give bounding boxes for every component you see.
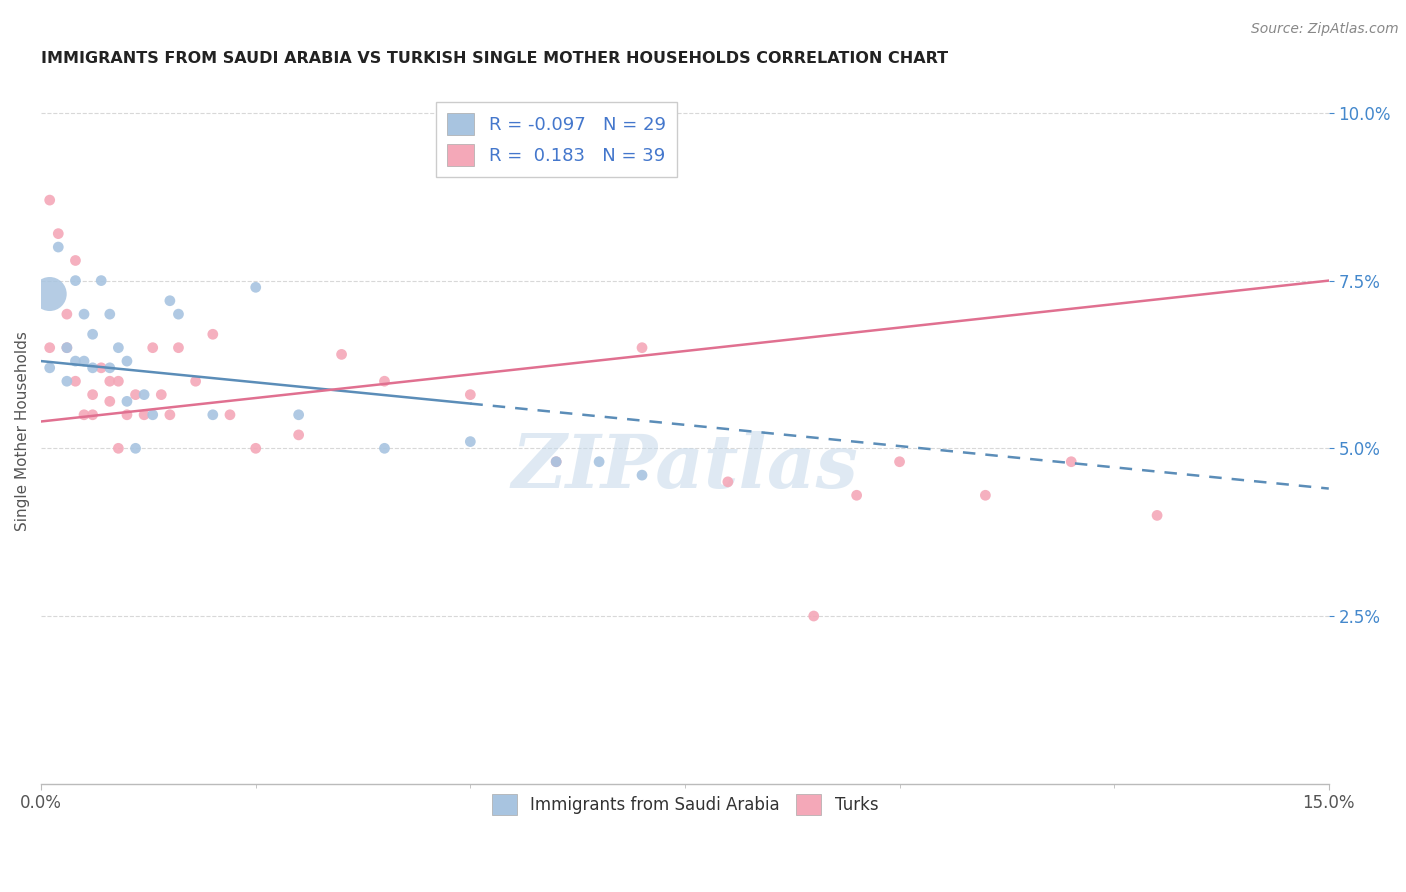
Point	[219, 408, 242, 422]
Point	[717, 475, 740, 489]
Point	[159, 293, 181, 308]
Point	[142, 408, 165, 422]
Point	[631, 468, 654, 483]
Y-axis label: Single Mother Households: Single Mother Households	[15, 332, 30, 532]
Point	[330, 347, 353, 361]
Point	[201, 327, 224, 342]
Point	[150, 387, 173, 401]
Point	[90, 274, 112, 288]
Text: IMMIGRANTS FROM SAUDI ARABIA VS TURKISH SINGLE MOTHER HOUSEHOLDS CORRELATION CHA: IMMIGRANTS FROM SAUDI ARABIA VS TURKISH …	[41, 51, 948, 66]
Point	[82, 408, 104, 422]
Point	[845, 488, 868, 502]
Point	[373, 374, 395, 388]
Point	[460, 434, 482, 449]
Text: ZIPatlas: ZIPatlas	[512, 431, 859, 503]
Point	[46, 227, 69, 241]
Point	[65, 253, 87, 268]
Point	[167, 307, 190, 321]
Point	[1146, 508, 1168, 523]
Point	[1060, 455, 1083, 469]
Point	[460, 387, 482, 401]
Point	[134, 387, 156, 401]
Point	[56, 341, 79, 355]
Point	[65, 374, 87, 388]
Point	[115, 354, 138, 368]
Point	[98, 360, 121, 375]
Point	[159, 408, 181, 422]
Point	[46, 240, 69, 254]
Point	[56, 374, 79, 388]
Point	[38, 360, 60, 375]
Point	[65, 354, 87, 368]
Point	[546, 455, 568, 469]
Point	[82, 360, 104, 375]
Point	[107, 341, 129, 355]
Point	[631, 341, 654, 355]
Point	[56, 341, 79, 355]
Point	[142, 341, 165, 355]
Point	[90, 360, 112, 375]
Point	[98, 307, 121, 321]
Point	[82, 327, 104, 342]
Point	[98, 394, 121, 409]
Point	[38, 193, 60, 207]
Point	[889, 455, 911, 469]
Point	[107, 374, 129, 388]
Point	[82, 387, 104, 401]
Point	[98, 374, 121, 388]
Point	[73, 307, 96, 321]
Point	[245, 442, 267, 456]
Point	[38, 287, 60, 301]
Point	[134, 408, 156, 422]
Point	[373, 442, 395, 456]
Legend: Immigrants from Saudi Arabia, Turks: Immigrants from Saudi Arabia, Turks	[482, 784, 889, 825]
Text: Source: ZipAtlas.com: Source: ZipAtlas.com	[1251, 22, 1399, 37]
Point	[56, 307, 79, 321]
Point	[184, 374, 207, 388]
Point	[287, 428, 309, 442]
Point	[245, 280, 267, 294]
Point	[38, 341, 60, 355]
Point	[115, 408, 138, 422]
Point	[974, 488, 997, 502]
Point	[115, 394, 138, 409]
Point	[124, 442, 146, 456]
Point	[107, 442, 129, 456]
Point	[73, 408, 96, 422]
Point	[65, 274, 87, 288]
Point	[201, 408, 224, 422]
Point	[73, 354, 96, 368]
Point	[287, 408, 309, 422]
Point	[546, 455, 568, 469]
Point	[803, 609, 825, 624]
Point	[167, 341, 190, 355]
Point	[588, 455, 610, 469]
Point	[124, 387, 146, 401]
